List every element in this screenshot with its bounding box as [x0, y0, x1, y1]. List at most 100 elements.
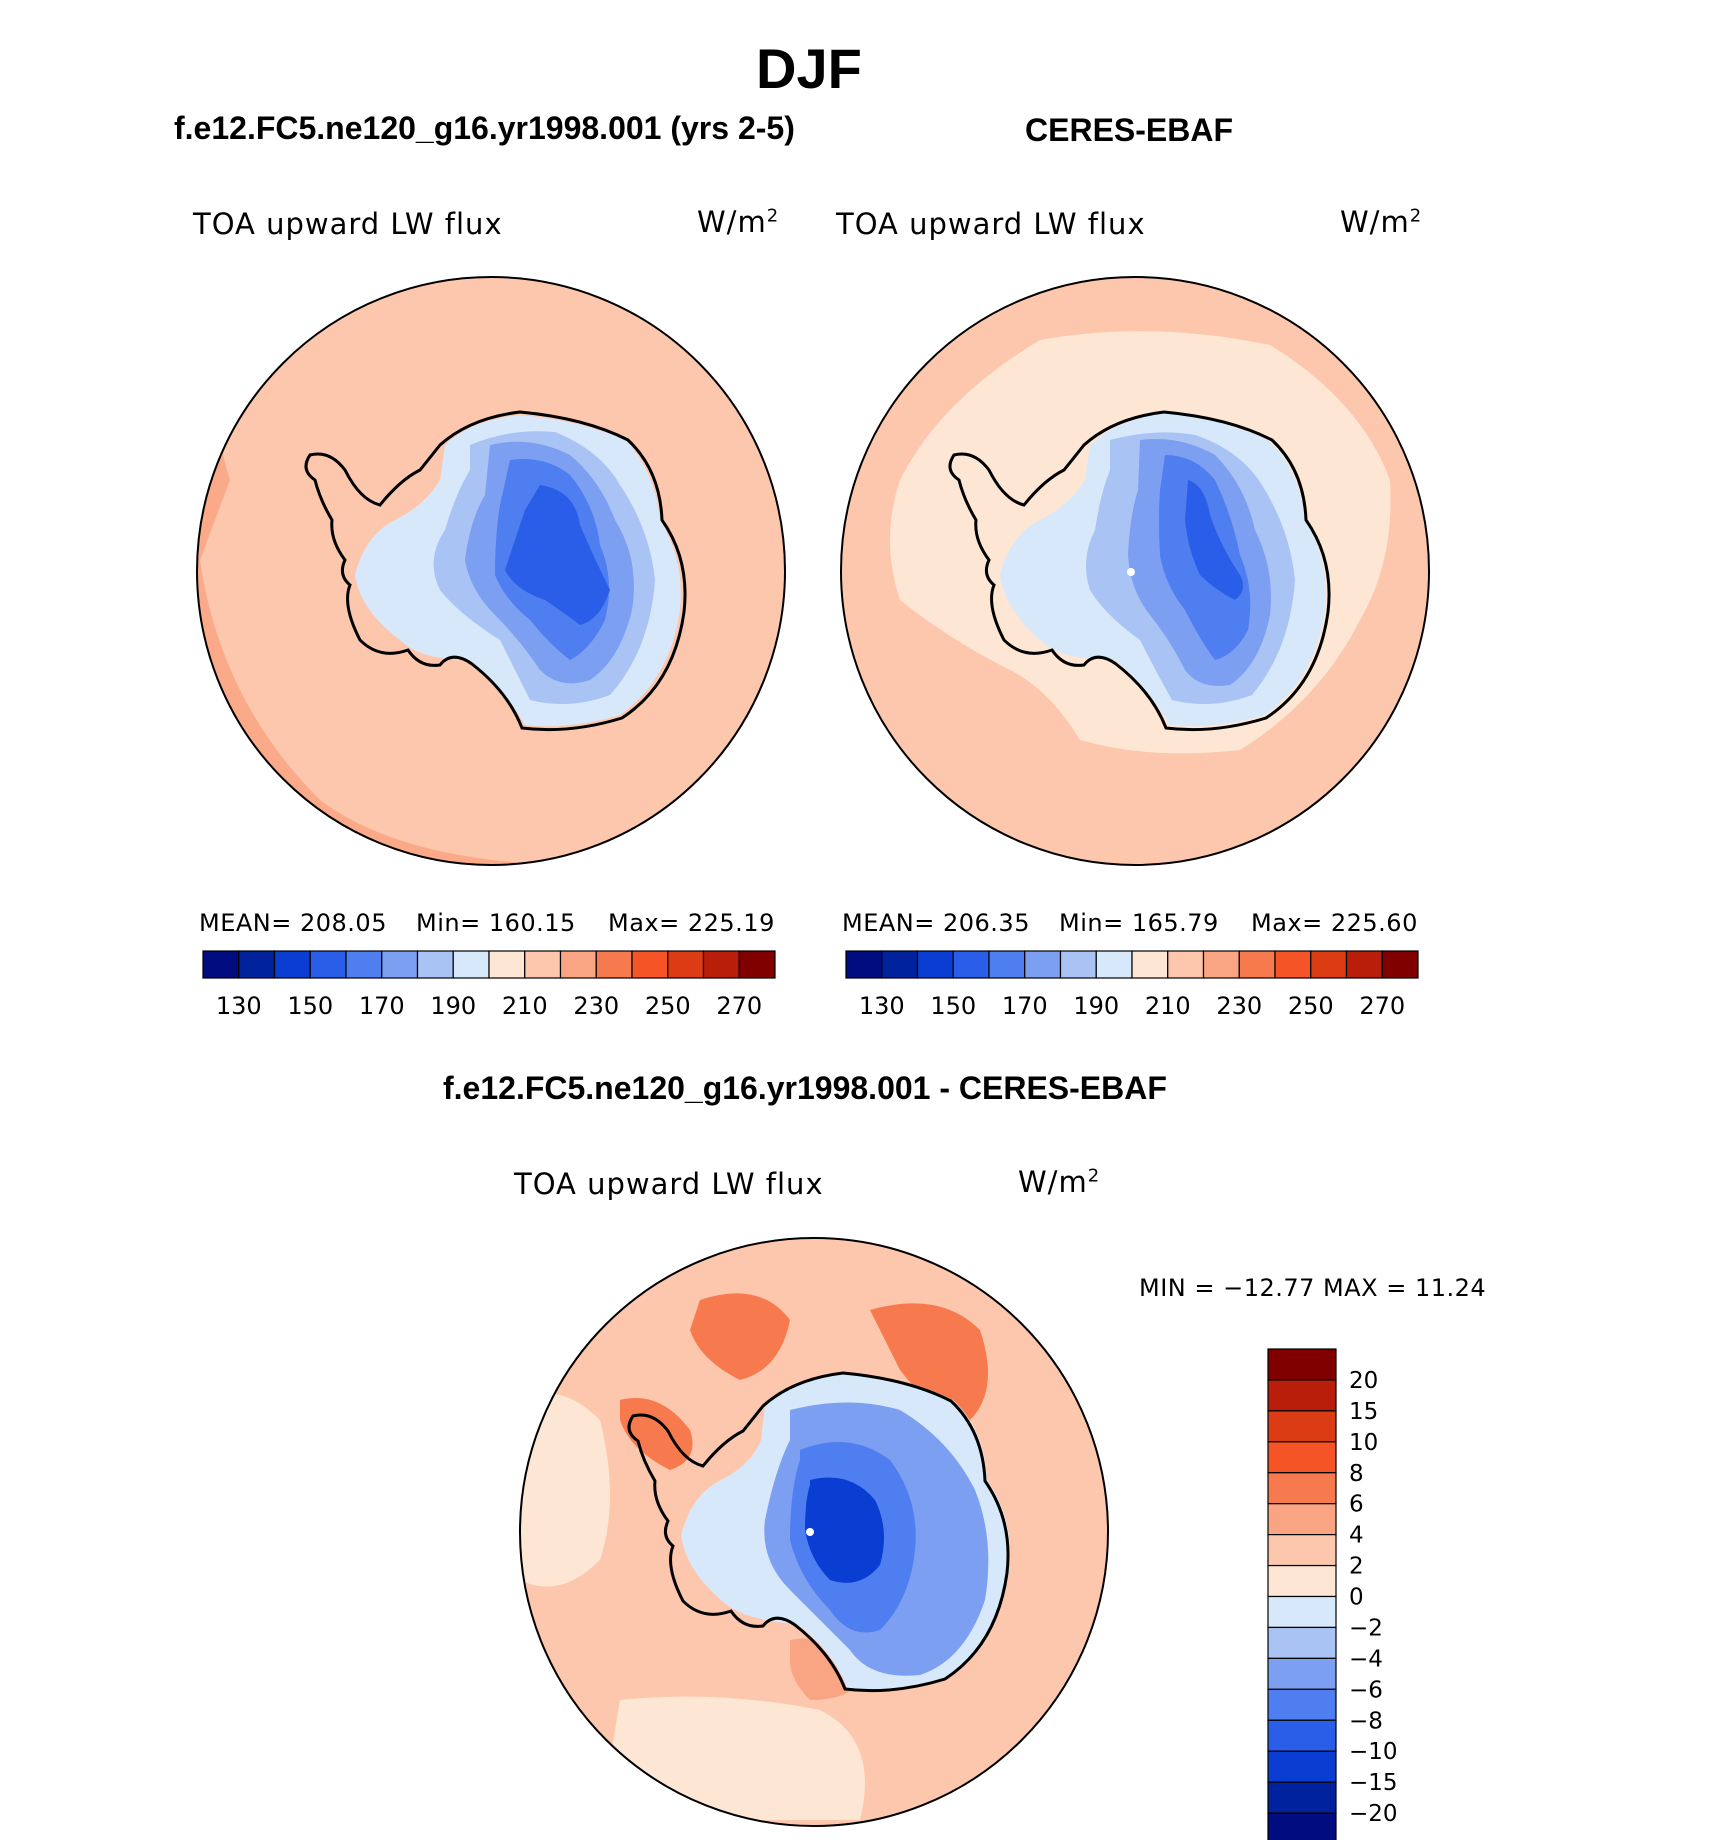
colorbar-1-swatch [524, 950, 562, 979]
colorbar-2-tick-label: 130 [859, 992, 905, 1020]
colorbar-1-swatch [381, 950, 419, 979]
panel-1-variable-label: TOA upward LW flux [193, 207, 503, 241]
map-1-edge-band [197, 300, 600, 865]
colorbar-2-tick-label: 150 [930, 992, 976, 1020]
colorbar-1-tick-label: 210 [502, 992, 548, 1020]
colorbar-3-tick-label: 8 [1349, 1461, 1364, 1487]
colorbar-3-swatch [1267, 1348, 1337, 1381]
colorbar-3-swatch [1267, 1688, 1337, 1721]
colorbar-1-tick-label: 170 [359, 992, 405, 1020]
colorbar-3-tick-label: 10 [1349, 1430, 1378, 1456]
colorbar-1-swatch [273, 950, 311, 979]
colorbar-3-swatch [1267, 1719, 1337, 1752]
panel-2-max: Max= 225.60 [1251, 909, 1418, 937]
colorbar-1-swatch [738, 950, 776, 979]
panel-3-title: f.e12.FC5.ne120_g16.yr1998.001 - CERES-E… [443, 1070, 1167, 1106]
map-3-antarctica-coast [627, 1371, 1010, 1693]
colorbar-2-tick-label: 230 [1216, 992, 1262, 1020]
colorbar-1-swatch [488, 950, 526, 979]
map-2-fill [841, 277, 1429, 865]
panel-1-max: Max= 225.19 [608, 909, 775, 937]
colorbar-2-swatch [988, 950, 1026, 979]
colorbar-3-swatch [1267, 1441, 1337, 1474]
colorbar-2-swatch [1059, 950, 1097, 979]
colorbar-3-swatch [1267, 1812, 1337, 1840]
panel-2-units-label: W/m2 [1340, 205, 1423, 239]
colorbar-1-swatch [667, 950, 705, 979]
colorbar-1-swatch [595, 950, 633, 979]
panel-1-mean: MEAN= 208.05 [199, 909, 387, 937]
colorbar-3-tick-label: −20 [1349, 1801, 1398, 1827]
colorbar-1-swatch [345, 950, 383, 979]
map-3-fill [520, 1238, 1108, 1826]
colorbar-1-swatch [559, 950, 597, 979]
colorbar-2-swatch [1274, 950, 1312, 979]
colorbar-3-swatch [1267, 1410, 1337, 1443]
colorbar-1-tick-label: 230 [573, 992, 619, 1020]
colorbar-3-swatch [1267, 1781, 1337, 1814]
map-3-warm-north-1 [690, 1293, 790, 1380]
colorbar-1-swatch [309, 950, 347, 979]
colorbar-2-swatch [845, 950, 883, 979]
colorbar-3-tick-label: 6 [1349, 1492, 1364, 1518]
colorbar-2-swatch [881, 950, 919, 979]
colorbar-1-tick-label: 250 [645, 992, 691, 1020]
panel-3-minmax: MIN = −12.77 MAX = 11.24 [1139, 1274, 1487, 1302]
panel-3-units-label: W/m2 [1018, 1165, 1101, 1199]
map-1-antarctica-coast [304, 410, 687, 732]
map-1-border [196, 276, 786, 866]
colorbar-2-swatch [952, 950, 990, 979]
map-3-ice-core [805, 1477, 884, 1583]
map-3-pole-dot [806, 1528, 814, 1536]
colorbar-3-swatch [1267, 1503, 1337, 1536]
colorbar-1-swatch [702, 950, 740, 979]
colorbar-3-tick-label: 15 [1349, 1399, 1378, 1425]
colorbar-2-swatch [1024, 950, 1062, 979]
colorbar-2-swatch [1202, 950, 1240, 979]
map-1-ice-core [505, 485, 610, 625]
colorbar-1-swatch [202, 950, 240, 979]
colorbar-1-tick-label: 270 [716, 992, 762, 1020]
colorbar-3-swatch [1267, 1564, 1337, 1598]
colorbar-2-tick-label: 270 [1359, 992, 1405, 1020]
map-3-light-patch-west [520, 1393, 610, 1587]
panel-2-min: Min= 165.79 [1059, 909, 1219, 937]
map-2-antarctica-coast [948, 410, 1331, 732]
map-2-ice-core [1185, 480, 1244, 600]
panel-1-units-label: W/m2 [697, 205, 780, 239]
colorbar-1-swatch [238, 950, 276, 979]
colorbar-2-tick-label: 190 [1073, 992, 1119, 1020]
colorbar-2-swatch [1167, 950, 1205, 979]
colorbar-3-swatch [1267, 1534, 1337, 1567]
colorbar-1-tick-label: 150 [287, 992, 333, 1020]
colorbar-3-swatch [1267, 1750, 1337, 1783]
colorbar-3-tick-label: 2 [1349, 1554, 1364, 1580]
map-1-fill [197, 277, 785, 865]
colorbar-3-tick-label: 0 [1349, 1585, 1364, 1611]
colorbar-1-swatch [416, 950, 454, 979]
colorbar-3-tick-label: 4 [1349, 1523, 1364, 1549]
panel-2-title: CERES-EBAF [1025, 112, 1234, 148]
colorbar-3-tick-label: −4 [1349, 1646, 1383, 1672]
map-2-pole-dot [1127, 568, 1135, 576]
colorbar-3-tick-label: −10 [1349, 1739, 1398, 1765]
colorbar-2-swatch [1381, 950, 1419, 979]
map-3-warm-north-2 [870, 1303, 988, 1420]
colorbar-1-swatch [631, 950, 669, 979]
colorbar-3-swatch [1267, 1595, 1337, 1629]
colorbar-3-swatch [1267, 1626, 1337, 1659]
season-title: DJF [756, 37, 862, 100]
colorbar-1-tick-label: 130 [216, 992, 262, 1020]
colorbar-1-swatch [452, 950, 490, 979]
colorbar-3-swatch [1267, 1657, 1337, 1690]
colorbar-3-tick-label: −15 [1349, 1770, 1398, 1796]
panel-1-title: f.e12.FC5.ne120_g16.yr1998.001 (yrs 2-5) [174, 110, 795, 146]
colorbar-2-swatch [1238, 950, 1276, 979]
panel-3-variable-label: TOA upward LW flux [514, 1167, 824, 1201]
colorbar-2-tick-label: 250 [1288, 992, 1334, 1020]
colorbar-2-swatch [1310, 950, 1348, 979]
colorbar-2-swatch [1345, 950, 1383, 979]
panel-2-variable-label: TOA upward LW flux [836, 207, 1146, 241]
colorbar-3-tick-label: −6 [1349, 1677, 1383, 1703]
